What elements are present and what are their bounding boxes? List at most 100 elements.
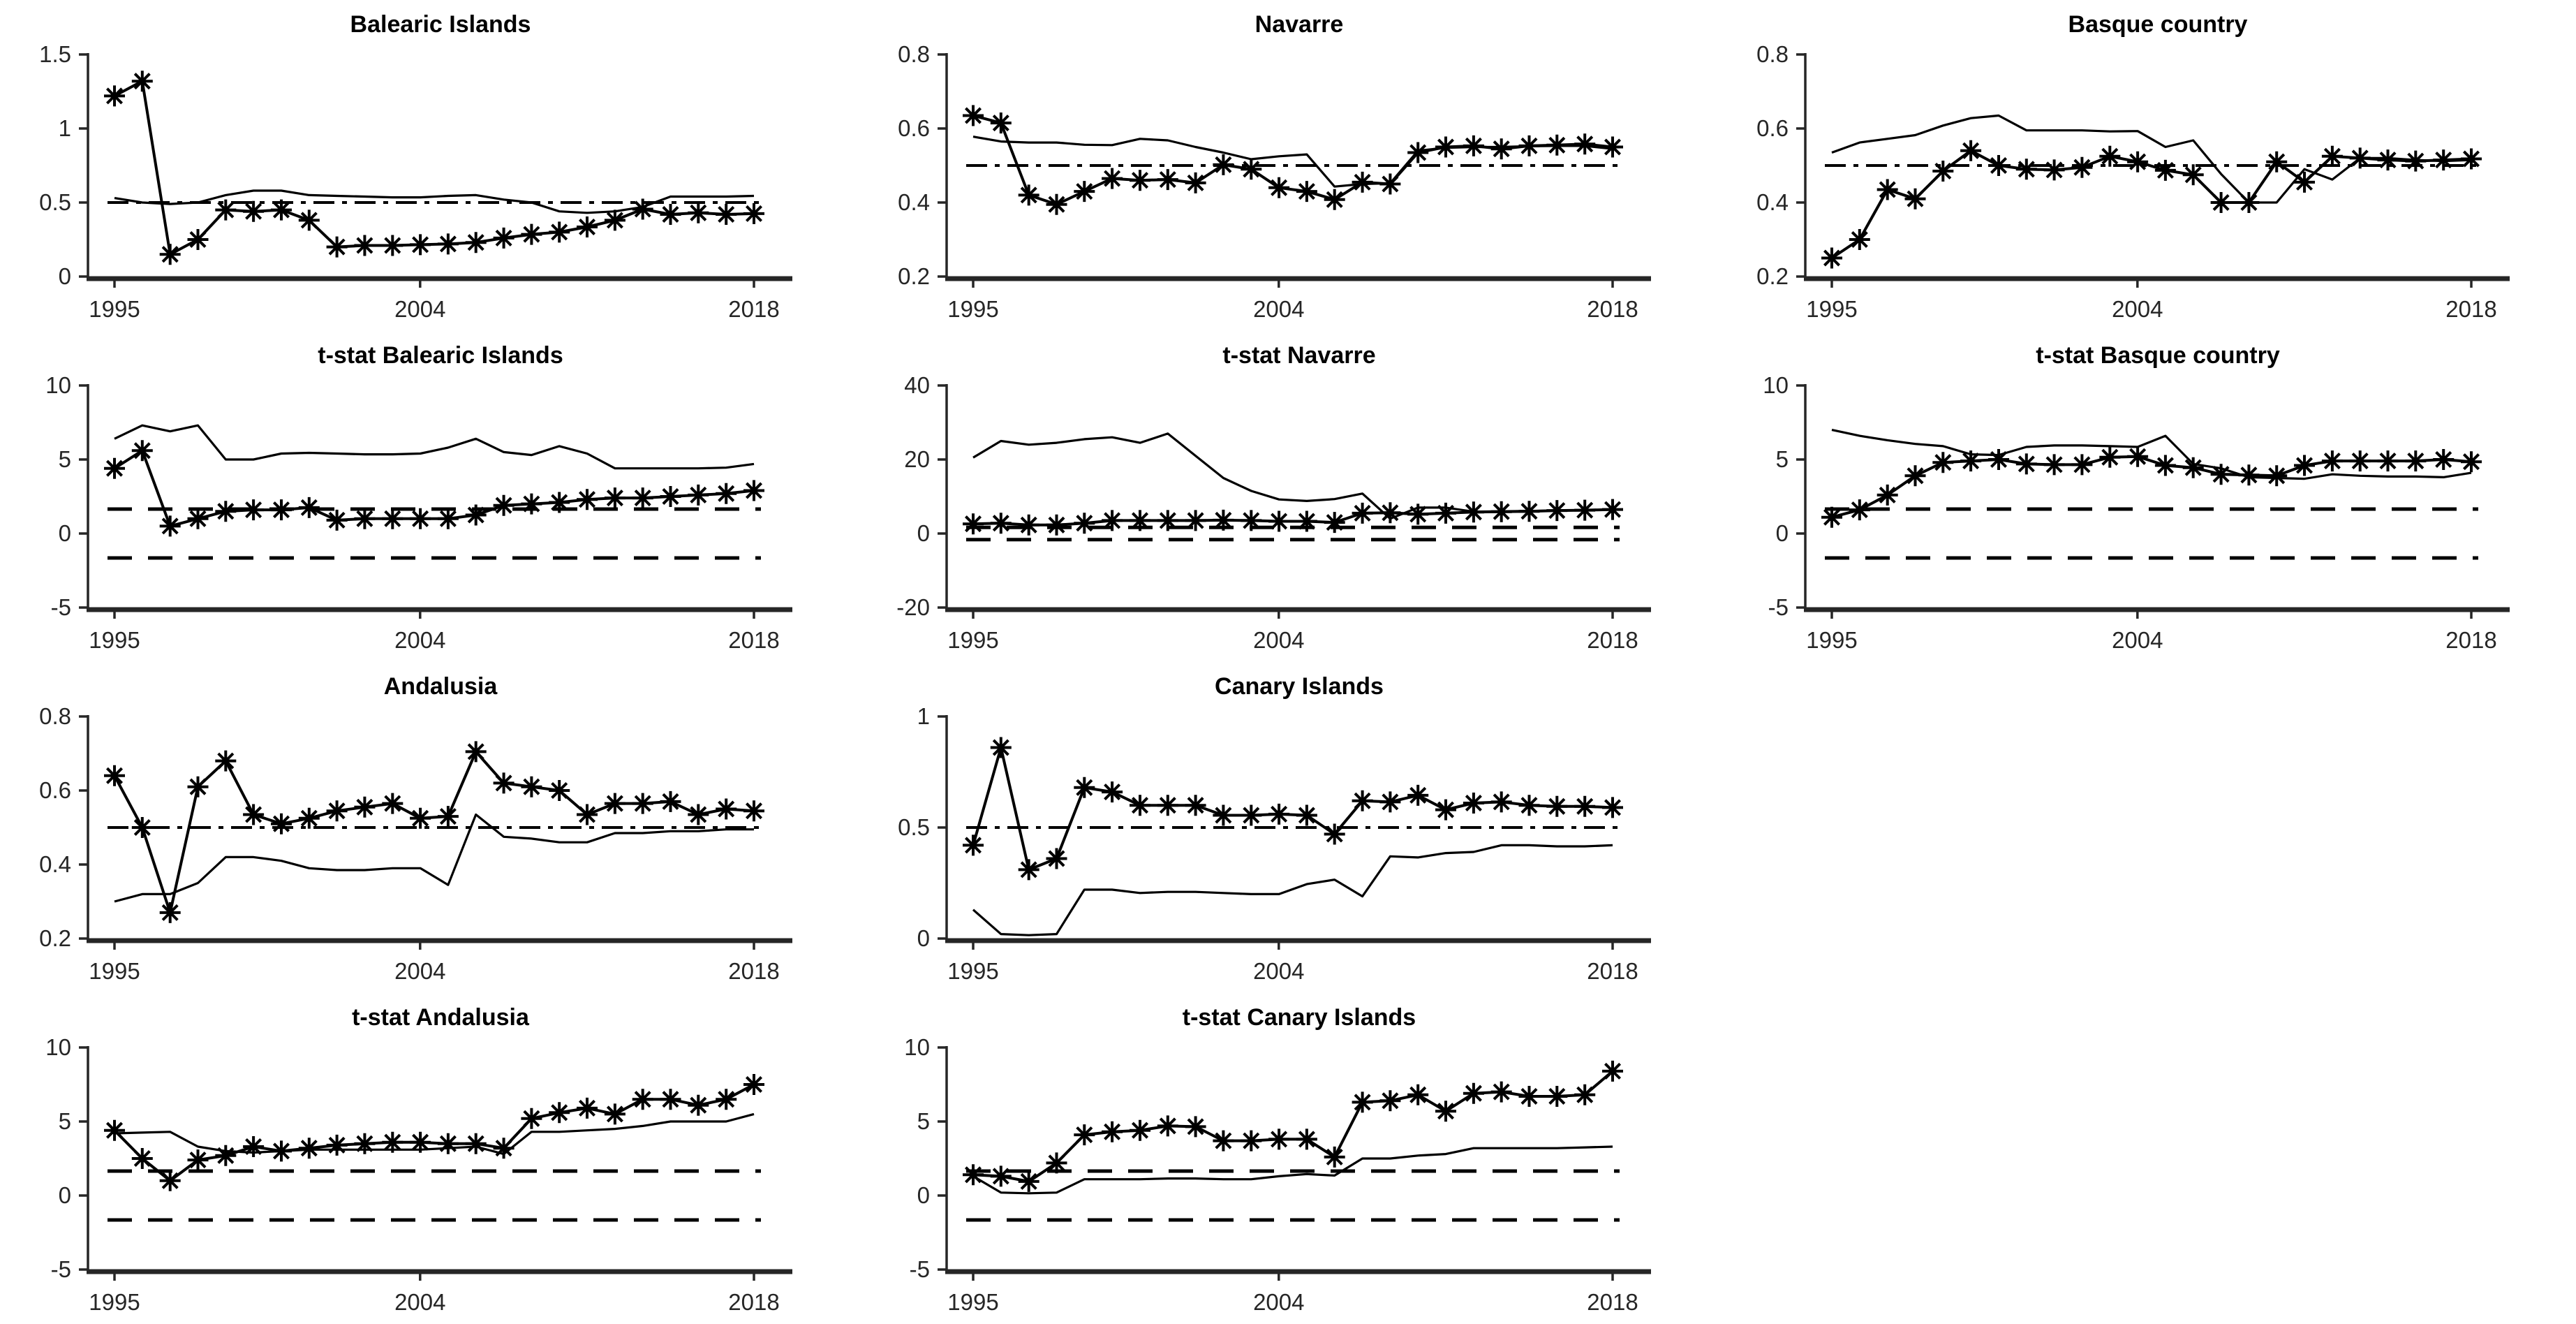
x-tick-label: 1995: [89, 958, 140, 984]
subplot-title: Basque country: [2068, 11, 2248, 38]
chart-canvas-t-stat-canary-islands: t-stat Canary Islands -5 0 5 10 1995 2004 2018: [904, 1004, 1651, 1315]
y-tick-label: 0.8: [898, 41, 930, 67]
subplot-title: t-stat Andalusia: [352, 1004, 530, 1031]
x-tick-label: 2018: [1587, 958, 1638, 984]
y-tick-label: 0.2: [39, 925, 71, 951]
y-tick-label: 0.6: [39, 777, 71, 803]
asterisk-markers: [963, 737, 1623, 881]
y-tick-label: 10: [45, 1034, 71, 1060]
y-tick-label: 0: [59, 263, 71, 289]
series-solid-line: [972, 432, 1613, 520]
subplot-basque-country: Basque country 0.2 0.4 0.6 0.8 1995 2004 2018: [1717, 0, 2576, 331]
y-tick-label: -20: [896, 594, 930, 620]
x-tick-label: 1995: [947, 296, 998, 322]
chart-canvas-basque-country: Basque country 0.2 0.4 0.6 0.8 1995 2004 2018: [1756, 11, 2510, 322]
x-tick-label: 1995: [947, 627, 998, 653]
subplot-t-stat-navarre: t-stat Navarre -20 0 20 40 1995 2004 2018: [859, 331, 1717, 662]
y-tick-label: 0.8: [39, 703, 71, 729]
y-tick-label: 40: [904, 372, 930, 398]
asterisk-markers: [1821, 140, 2482, 269]
x-tick-label: 1995: [1806, 296, 1857, 322]
y-tick-label: 0.5: [39, 189, 71, 215]
x-tick-label: 2018: [1587, 296, 1638, 322]
chart-canvas-t-stat-basque-country: t-stat Basque country -5 0 5 10 1995 2004 2018: [1763, 342, 2510, 653]
x-tick-label: 2018: [728, 958, 779, 984]
series-solid-line: [1831, 429, 2472, 480]
x-tick-label: 1995: [89, 296, 140, 322]
x-tick-label: 1995: [89, 1289, 140, 1315]
x-tick-label: 2004: [1253, 958, 1304, 984]
chart-canvas-canary-islands: Canary Islands 0 0.5 1 1995 2004 2018: [898, 673, 1651, 984]
subplot-title: t-stat Navarre: [1222, 342, 1375, 369]
y-tick-label: 20: [904, 446, 930, 472]
y-tick-label: 0.4: [1756, 189, 1789, 215]
subplot-andalusia: Andalusia 0.2 0.4 0.6 0.8 1995 2004 2018: [0, 662, 859, 993]
asterisk-markers: [104, 1074, 764, 1191]
asterisk-markers: [104, 741, 764, 923]
asterisk-markers: [963, 499, 1623, 536]
x-tick-label: 1995: [1806, 627, 1857, 653]
y-tick-label: 10: [45, 372, 71, 398]
chart-canvas-andalusia: Andalusia 0.2 0.4 0.6 0.8 1995 2004 2018: [39, 673, 792, 984]
x-tick-label: 1995: [947, 958, 998, 984]
x-tick-label: 2004: [1253, 1289, 1304, 1315]
x-tick-label: 2004: [2112, 296, 2163, 322]
chart-canvas-balearic-islands: Balearic Islands 0 0.5 1 1.5 1995 2004 2018: [39, 11, 792, 322]
y-tick-label: 5: [59, 446, 71, 472]
y-tick-label: 0.6: [898, 115, 930, 141]
y-tick-label: 0.4: [39, 851, 71, 877]
y-tick-label: 5: [1776, 446, 1789, 472]
asterisk-markers: [963, 105, 1623, 215]
x-tick-label: 2004: [1253, 627, 1304, 653]
subplot-title: Canary Islands: [1215, 673, 1384, 700]
x-tick-label: 2004: [394, 958, 445, 984]
series-asterisk-line: [114, 80, 755, 256]
subplot-t-stat-andalusia: t-stat Andalusia -5 0 5 10 1995 2004 2018: [0, 993, 859, 1324]
y-tick-label: 0.8: [1756, 41, 1789, 67]
subplot-canary-islands: Canary Islands 0 0.5 1 1995 2004 2018: [859, 662, 1717, 993]
y-tick-label: 0.4: [898, 189, 930, 215]
subplot-title: t-stat Balearic Islands: [318, 342, 563, 369]
subplot-navarre: Navarre 0.2 0.4 0.6 0.8 1995 2004 2018: [859, 0, 1717, 331]
y-tick-label: 0: [59, 520, 71, 546]
y-tick-label: 10: [1763, 372, 1789, 398]
subplot-t-stat-canary-islands: t-stat Canary Islands -5 0 5 10 1995 2004 2018: [859, 993, 1717, 1324]
series-solid-line: [114, 189, 755, 214]
series-solid-line: [972, 1145, 1613, 1195]
series-solid-line: [972, 135, 1613, 188]
y-tick-label: -5: [910, 1256, 930, 1282]
subplot-t-stat-balearic-islands: t-stat Balearic Islands -5 0 5 10 1995 2004 201…: [0, 331, 859, 662]
series-asterisk-line: [972, 1070, 1614, 1183]
x-tick-label: 2018: [728, 296, 779, 322]
series-solid-line: [972, 844, 1613, 936]
subplot-title: Balearic Islands: [350, 11, 531, 38]
y-tick-label: 0.2: [1756, 263, 1789, 289]
x-tick-label: 2018: [1587, 627, 1638, 653]
series-asterisk-line: [972, 114, 1613, 206]
subplot-balearic-islands: Balearic Islands 0 0.5 1 1.5 1995 2004 2018: [0, 0, 859, 331]
x-tick-label: 2004: [1253, 296, 1304, 322]
y-tick-label: 1: [917, 703, 930, 729]
y-tick-label: 10: [904, 1034, 930, 1060]
series-asterisk-line: [972, 746, 1613, 871]
series-solid-line: [114, 813, 754, 903]
asterisk-markers: [963, 1060, 1623, 1192]
y-tick-label: 0: [917, 1182, 930, 1208]
series-solid-line: [1831, 114, 2472, 204]
y-tick-label: 0: [917, 925, 930, 951]
series-asterisk-line: [113, 449, 755, 528]
y-tick-label: 1.5: [39, 41, 71, 67]
subplot-title: Navarre: [1255, 11, 1344, 38]
x-tick-label: 1995: [947, 1289, 998, 1315]
asterisk-markers: [104, 71, 764, 265]
y-tick-label: 0: [1776, 520, 1789, 546]
subplot-title: t-stat Basque country: [2036, 342, 2280, 369]
asterisk-markers: [104, 440, 764, 537]
x-tick-label: 2004: [394, 1289, 445, 1315]
chart-canvas-t-stat-balearic-islands: t-stat Balearic Islands -5 0 5 10 1995 2004 201…: [45, 342, 792, 653]
chart-canvas-navarre: Navarre 0.2 0.4 0.6 0.8 1995 2004 2018: [898, 11, 1651, 322]
y-tick-label: 0.2: [898, 263, 930, 289]
y-tick-label: -5: [1768, 594, 1789, 620]
y-tick-label: 0: [59, 1182, 71, 1208]
